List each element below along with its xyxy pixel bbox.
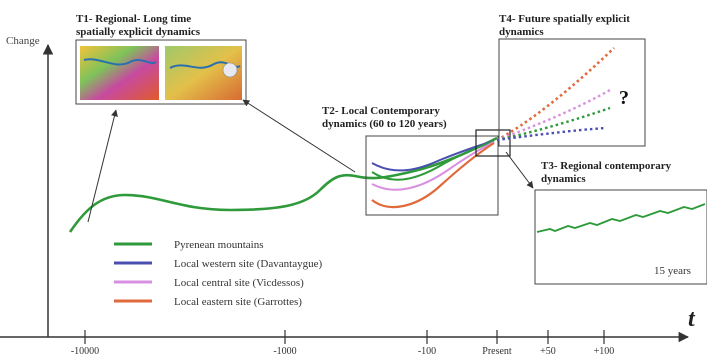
t1-link-arrow-left bbox=[87, 109, 118, 223]
legend-label-western: Local western site (Davantaygue) bbox=[174, 258, 322, 270]
central-site-curve bbox=[371, 141, 495, 191]
regional-map-past bbox=[80, 46, 159, 100]
legend-label-central: Local central site (Vicdessos) bbox=[174, 277, 304, 289]
t3-duration-label: 15 years bbox=[654, 265, 691, 277]
tick-label-present: Present bbox=[482, 346, 512, 356]
pyrenean-contemporary-curve bbox=[371, 140, 495, 181]
y-axis-label: Change bbox=[6, 35, 40, 47]
eastern-site-curve bbox=[371, 142, 495, 209]
legend: Pyrenean mountains Local western site (D… bbox=[114, 239, 322, 308]
t2-title-line2: dynamics (60 to 120 years) bbox=[322, 118, 447, 130]
t1-link-arrow-right bbox=[242, 99, 356, 173]
t3-frame bbox=[534, 189, 707, 285]
t4-title-line2: dynamics bbox=[499, 26, 544, 38]
central-site-projection bbox=[496, 88, 611, 142]
legend-label-pyrenean: Pyrenean mountains bbox=[174, 239, 264, 251]
x-axis-label: t bbox=[688, 306, 696, 332]
t3-panel: T3- Regional contemporary dynamics 15 ye… bbox=[534, 160, 707, 285]
t3-title-line1: T3- Regional contemporary bbox=[541, 160, 672, 172]
western-site-projection bbox=[496, 126, 607, 142]
t2-panel: T2- Local Contemporary dynamics (60 to 1… bbox=[322, 105, 499, 216]
t3-link-arrow bbox=[505, 151, 534, 189]
t3-title-line2: dynamics bbox=[541, 173, 586, 185]
t2-frame bbox=[365, 135, 499, 216]
tick-label-minus-1000: -1000 bbox=[273, 346, 296, 356]
t4-title-line1: T4- Future spatially explicit bbox=[499, 13, 630, 25]
eastern-site-projection bbox=[496, 47, 615, 142]
t2-title-line1: T2- Local Contemporary bbox=[322, 105, 440, 117]
map-inset-detail bbox=[222, 62, 238, 78]
tick-label-minus-100: -100 bbox=[418, 346, 436, 356]
t1-title-line1: T1- Regional- Long time bbox=[76, 13, 191, 25]
tick-label-plus-100: +100 bbox=[594, 346, 615, 356]
t1-title-line2: spatially explicit dynamics bbox=[76, 26, 201, 38]
map-river-detail bbox=[83, 58, 157, 66]
tick-label-minus-10000: -10000 bbox=[71, 346, 99, 356]
western-site-curve bbox=[371, 140, 495, 172]
pyrenean-long-term-curve bbox=[68, 136, 498, 233]
t4-frame bbox=[498, 38, 646, 147]
tick-label-plus-50: +50 bbox=[540, 346, 556, 356]
future-unknown-marker: ? bbox=[619, 87, 629, 109]
pyrenean-projection bbox=[496, 106, 611, 142]
t1-panel: T1- Regional- Long time spatially explic… bbox=[75, 13, 247, 105]
present-zoom-box bbox=[475, 129, 511, 157]
x-ticks: -10000 -1000 -100 Present +50 +100 bbox=[71, 330, 614, 356]
legend-label-eastern: Local eastern site (Garrottes) bbox=[174, 296, 302, 308]
t4-panel: T4- Future spatially explicit dynamics ? bbox=[496, 13, 646, 147]
regional-contemporary-curve bbox=[536, 203, 706, 233]
